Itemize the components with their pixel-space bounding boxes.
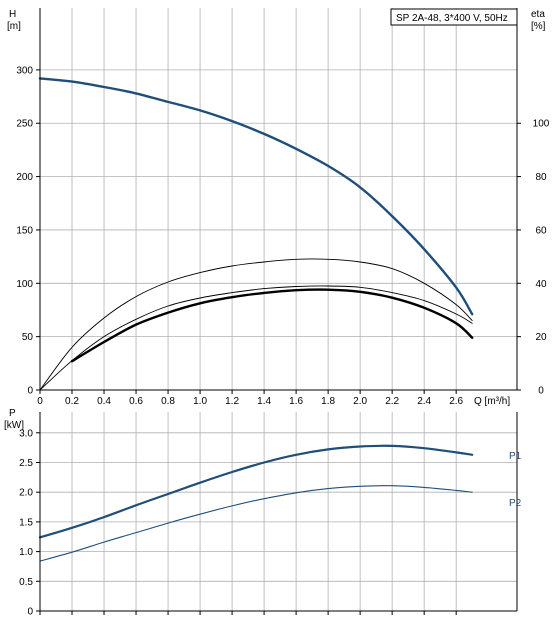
y2-tick-label: 60 [535, 225, 547, 236]
y-tick-label: 150 [16, 225, 33, 236]
bottom-series [38, 444, 474, 562]
series-line-p1 [38, 444, 474, 539]
y-tick-label: 0 [27, 386, 33, 397]
y-tick-label: 3.0 [19, 428, 33, 439]
y-tick-label: 300 [16, 65, 33, 76]
y-tick-label: 1.0 [19, 547, 33, 558]
info-box-text: SP 2A-48, 3*400 V, 50Hz [396, 13, 508, 24]
top-y-tick-labels: 0 50 100 150 200 250 300 [16, 65, 40, 397]
x-tick-label: 1.0 [193, 396, 207, 407]
series-line-eta-thin-1 [39, 258, 473, 391]
x-tick-label: 0.8 [161, 396, 175, 407]
info-box [390, 8, 518, 26]
x-tick-label: 1.2 [225, 396, 239, 407]
top-x-tick-labels: 0 0.2 0.4 0.6 0.8 1.0 1.2 1.4 1.6 1.8 2.0 2.2 2.4 2.6 [37, 390, 464, 407]
power-axis-unit: [kW] [4, 420, 24, 431]
y2-tick-label: 0 [538, 386, 544, 397]
x-tick-label: 0.6 [129, 396, 143, 407]
power-axis-label: P [9, 408, 16, 419]
y2-tick-label: 80 [535, 172, 547, 183]
head-axis-label: H [9, 9, 16, 20]
eta-axis-label: eta [531, 9, 545, 20]
flow-axis-label: Q [m³/h] [474, 396, 510, 407]
y-tick-label: 200 [16, 172, 33, 183]
x-tick-label: 2.2 [385, 396, 399, 407]
bottom-grid [39, 412, 517, 615]
series-line-head-0 [38, 77, 474, 316]
y2-tick-label: 40 [535, 279, 547, 290]
y-tick-label: 2.5 [19, 458, 33, 469]
y-tick-label: 50 [22, 332, 34, 343]
bottom-y-tick-labels: 0 0.5 1.0 1.5 2.0 2.5 3.0 [19, 428, 40, 618]
series-label-p1: P1 [509, 451, 522, 462]
y-tick-label: 250 [16, 119, 33, 130]
x-tick-label: 0.2 [65, 396, 79, 407]
series-line-eta-bold-3 [70, 288, 474, 363]
head-axis-unit: [m] [7, 21, 21, 32]
power-panel: 0 0.5 1.0 1.5 2.0 2.5 3.0 P [kW] P1 P2 [4, 408, 522, 618]
x-tick-label: 2.4 [417, 396, 431, 407]
y-tick-label: 100 [16, 279, 33, 290]
y2-tick-label: 100 [533, 119, 550, 130]
y2-tick-label: 20 [535, 332, 547, 343]
y-tick-label: 1.5 [19, 517, 33, 528]
x-tick-label: 1.6 [289, 396, 303, 407]
x-tick-label: 2.6 [449, 396, 463, 407]
x-tick-label: 0.4 [97, 396, 111, 407]
y-tick-label: 0.5 [19, 577, 33, 588]
series-line-p2 [39, 485, 473, 562]
series-label-p2: P2 [509, 498, 522, 509]
y-tick-label: 2.0 [19, 488, 33, 499]
power-series-labels: P1 P2 [509, 451, 522, 509]
y-tick-label: 0 [27, 607, 33, 618]
x-tick-label: 2.0 [353, 396, 367, 407]
top-plot-area [40, 8, 517, 390]
top-grid [40, 8, 517, 390]
eta-axis-unit: [%] [531, 21, 546, 32]
top-series [38, 77, 474, 391]
x-tick-label: 1.8 [321, 396, 335, 407]
x-tick-label: 1.4 [257, 396, 271, 407]
top-y2-tick-labels: 0 20 40 60 80 100 [517, 119, 550, 397]
x-tick-label: 0 [37, 396, 43, 407]
series-line-eta-thin-2 [39, 285, 473, 391]
